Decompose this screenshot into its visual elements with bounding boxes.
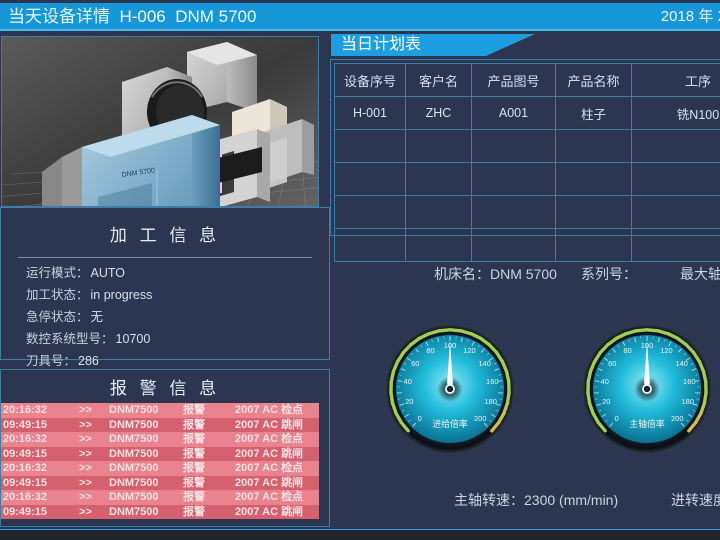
svg-text:140: 140 [675,359,687,368]
svg-text:60: 60 [411,359,419,368]
svg-text:20: 20 [405,397,413,406]
svg-text:120: 120 [463,346,475,355]
svg-text:20: 20 [602,397,610,406]
svg-text:0: 0 [615,414,619,423]
svg-text:60: 60 [608,359,616,368]
svg-text:40: 40 [404,377,412,386]
svg-text:200: 200 [474,414,486,423]
svg-text:180: 180 [484,397,496,406]
svg-text:40: 40 [601,377,609,386]
svg-text:180: 180 [681,397,693,406]
svg-text:80: 80 [426,346,434,355]
svg-text:进给倍率: 进给倍率 [432,418,467,429]
svg-text:0: 0 [418,414,422,423]
svg-text:120: 120 [660,346,672,355]
svg-text:160: 160 [683,377,695,386]
svg-text:主轴倍率: 主轴倍率 [629,418,664,429]
svg-text:160: 160 [486,377,498,386]
svg-text:200: 200 [671,414,683,423]
svg-text:140: 140 [478,359,490,368]
svg-text:80: 80 [623,346,631,355]
